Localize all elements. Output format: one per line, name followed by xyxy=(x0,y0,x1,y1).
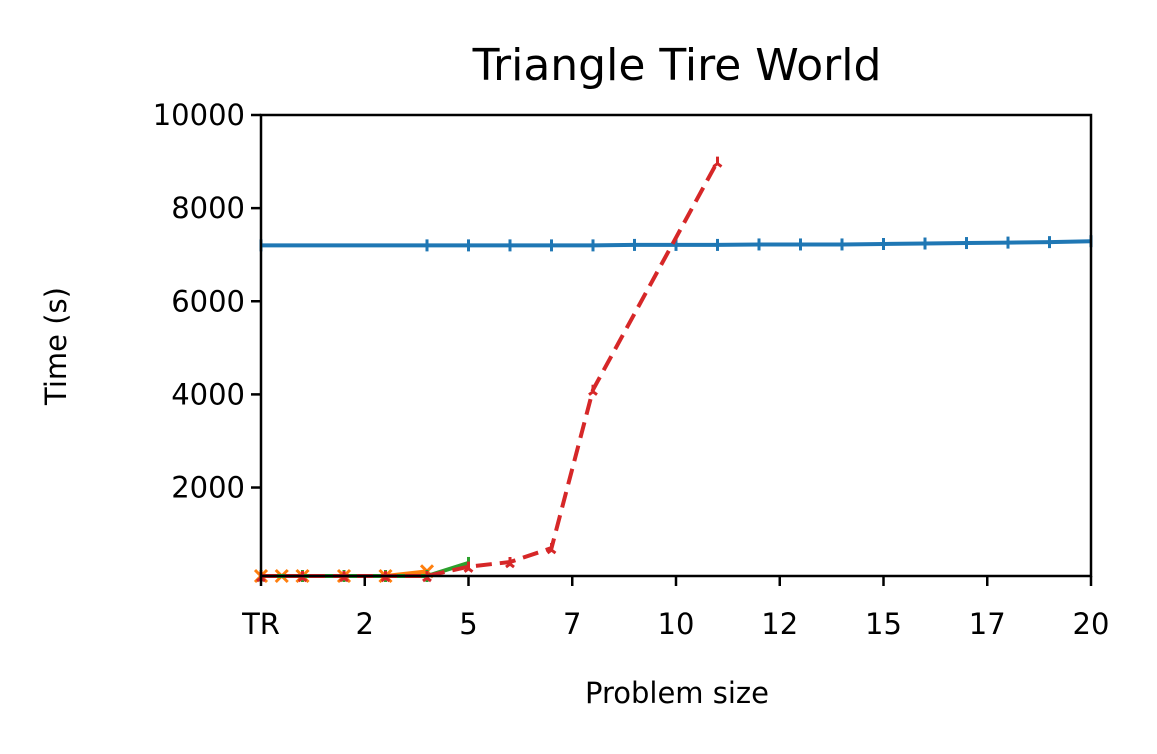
x-tick-label: 20 xyxy=(1073,607,1110,641)
chart-title: Triangle Tire World xyxy=(472,40,882,91)
y-axis: 2000 4000 6000 8000 10000 xyxy=(153,98,261,505)
x-axis-label: Problem size xyxy=(585,676,769,710)
y-tick-label: 8000 xyxy=(171,191,245,225)
data-point xyxy=(546,543,557,555)
data-point xyxy=(588,384,598,396)
y-tick-label: 10000 xyxy=(153,98,245,132)
x-tick-label: 10 xyxy=(658,607,695,641)
x-tick-label: 5 xyxy=(459,607,477,641)
series-line xyxy=(261,239,1092,248)
series-3 xyxy=(256,156,723,583)
x-tick-label: 17 xyxy=(969,607,1006,641)
plot-frame xyxy=(259,113,1093,578)
plot-area xyxy=(253,156,1093,584)
x-tick-label: 2 xyxy=(356,607,374,641)
y-axis-label: Time (s) xyxy=(39,287,73,406)
data-point xyxy=(463,561,474,573)
x-tick-label: TR xyxy=(241,607,280,641)
series-0 xyxy=(259,235,1093,252)
x-axis: TR 2 5 7 10 12 15 17 20 xyxy=(241,576,1109,641)
x-tick-label: 15 xyxy=(865,607,902,641)
y-tick-label: 4000 xyxy=(171,377,245,411)
series-line xyxy=(261,160,720,578)
y-tick-label: 2000 xyxy=(171,471,245,505)
data-point xyxy=(712,156,723,168)
x-tick-label: 7 xyxy=(563,607,581,641)
x-tick-label: 12 xyxy=(761,607,798,641)
data-point xyxy=(505,557,515,569)
y-tick-label: 6000 xyxy=(171,284,245,318)
